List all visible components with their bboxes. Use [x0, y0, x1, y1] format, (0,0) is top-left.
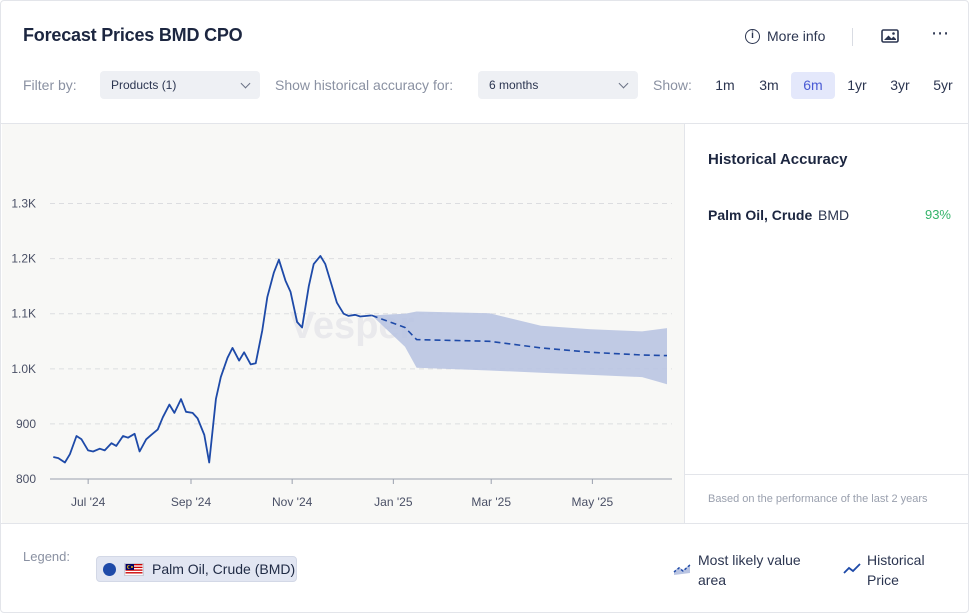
chart-area: 800 900 1.0K 1.1K 1.2K 1.3K Jul '24 Sep '24 Nov … — [2, 124, 684, 523]
accuracy-exchange: BMD — [818, 207, 850, 223]
header-divider-line — [1, 123, 969, 124]
chevron-down-icon — [240, 78, 251, 89]
legend-historical-line1: Historical — [867, 552, 925, 568]
x-tick-label: Mar '25 — [471, 495, 511, 509]
side-panel-divider — [684, 124, 685, 524]
y-tick-label: 1.2K — [11, 252, 36, 266]
range-button-5yr[interactable]: 5yr — [933, 77, 953, 93]
header-divider — [852, 28, 853, 46]
more-info-button[interactable]: i More info — [745, 28, 825, 44]
range-button-1yr[interactable]: 1yr — [847, 77, 867, 93]
x-tick-label: Sep '24 — [171, 495, 212, 509]
historical-accuracy-title: Historical Accuracy — [708, 151, 848, 168]
x-tick-label: May '25 — [572, 495, 614, 509]
x-tick-label: Jul '24 — [71, 495, 106, 509]
malaysia-flag-icon — [124, 562, 144, 576]
chevron-down-icon — [618, 78, 629, 89]
show-label: Show: — [653, 77, 692, 93]
legend-most-likely-line1: Most likely value — [698, 552, 801, 568]
range-button-3yr[interactable]: 3yr — [890, 77, 910, 93]
accuracy-label: Show historical accuracy for: — [275, 77, 454, 93]
historical-series-line — [53, 255, 372, 464]
x-tick-label: Nov '24 — [272, 495, 313, 509]
forecast-series-line — [371, 314, 668, 357]
series-color-dot — [103, 562, 116, 576]
legend-label: Legend: — [23, 549, 70, 564]
y-tick-label: 1.3K — [11, 197, 36, 211]
x-tick-label: Jan '25 — [374, 495, 413, 509]
products-select-value: Products (1) — [111, 78, 177, 92]
filter-by-label: Filter by: — [23, 77, 77, 93]
y-tick-label: 1.0K — [11, 362, 36, 376]
legend-product-label: Palm Oil, Crude (BMD) — [152, 561, 296, 577]
accuracy-product-name: Palm Oil, Crude — [708, 207, 813, 223]
y-tick-label: 900 — [16, 417, 36, 431]
legend-historical-line2: Price — [867, 572, 899, 588]
forecast-chart[interactable]: 800 900 1.0K 1.1K 1.2K 1.3K Jul '24 Sep '24 Nov … — [2, 124, 684, 523]
more-dots-icon[interactable]: ⋯ — [931, 23, 949, 43]
side-panel-footer-divider — [685, 474, 969, 475]
accuracy-footnote: Based on the performance of the last 2 y… — [708, 493, 928, 505]
most-likely-value-band — [371, 311, 667, 385]
legend-most-likely-line2: area — [698, 572, 727, 588]
accuracy-select-value: 6 months — [489, 78, 539, 92]
historical-price-icon — [843, 563, 861, 574]
most-likely-area-icon — [673, 564, 691, 575]
image-icon[interactable] — [881, 28, 899, 44]
legend-divider-line — [1, 523, 969, 524]
y-tick-label: 1.1K — [11, 307, 36, 321]
range-button-3m[interactable]: 3m — [759, 77, 779, 93]
range-button-6m[interactable]: 6m — [791, 72, 835, 99]
legend-product-chip[interactable]: Palm Oil, Crude (BMD) — [96, 556, 297, 582]
page-title: Forecast Prices BMD CPO — [23, 25, 243, 45]
legend-historical: Historical Price — [867, 550, 925, 590]
info-icon: i — [745, 28, 760, 44]
products-select[interactable]: Products (1) — [100, 71, 260, 99]
range-button-1m[interactable]: 1m — [715, 77, 735, 93]
legend-most-likely: Most likely value area — [698, 550, 801, 590]
more-info-label: More info — [767, 28, 826, 44]
accuracy-select[interactable]: 6 months — [478, 71, 638, 99]
y-tick-label: 800 — [16, 472, 36, 486]
accuracy-value: 93% — [924, 207, 951, 222]
